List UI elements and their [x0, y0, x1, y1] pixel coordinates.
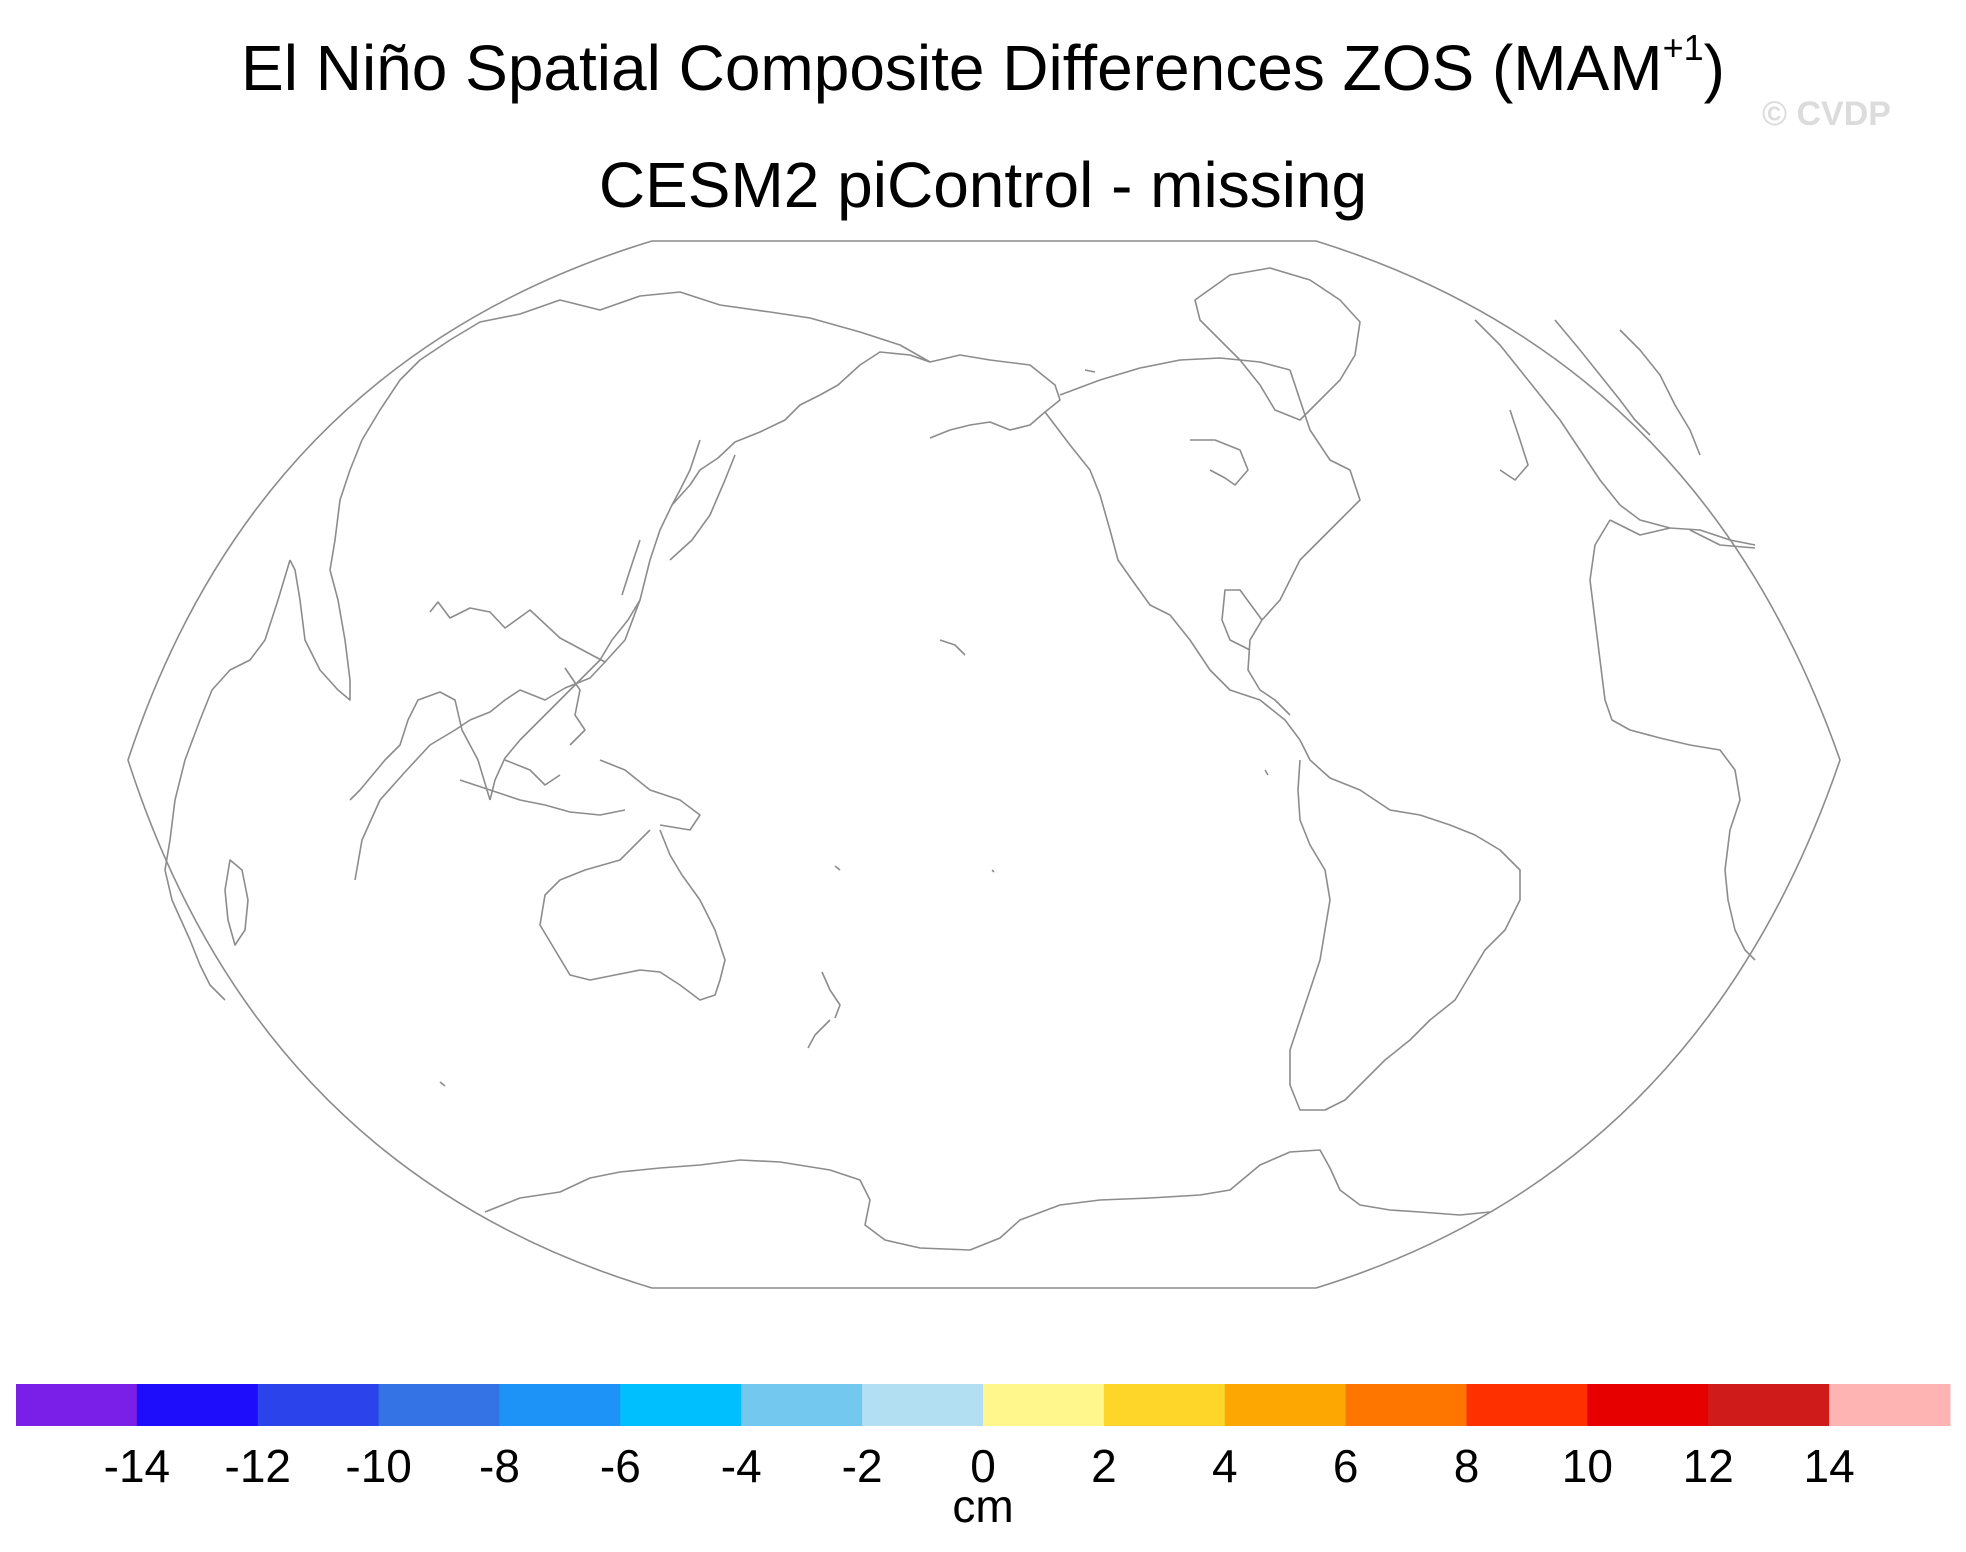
- colorbar-cell: [16, 1384, 138, 1426]
- coast-east-asia: [489, 599, 641, 801]
- coast-britain: [1499, 409, 1529, 481]
- colorbar-cell: [1345, 1384, 1468, 1426]
- colorbar-cell: [1103, 1384, 1226, 1426]
- chart-subtitle: CESM2 piControl - missing: [598, 149, 1368, 221]
- colorbar-tick-label: -14: [103, 1440, 171, 1492]
- coast-india: [289, 439, 363, 701]
- coast-siberia: [361, 291, 931, 441]
- coast-north-america-east: [1247, 369, 1361, 716]
- coast-scandinavia: [1554, 319, 1701, 456]
- coast-australia: [539, 829, 726, 1001]
- coast-philippines: [564, 667, 586, 746]
- coast-madagascar: [224, 859, 249, 946]
- coast-small-islands: [439, 369, 1269, 1087]
- coast-greenland: [1194, 267, 1361, 421]
- coast-japan: [669, 439, 736, 561]
- colorbar-cell: [1829, 1384, 1951, 1426]
- coast-mediterranean: [1609, 519, 1756, 549]
- colorbar-cell: [136, 1384, 259, 1426]
- colorbar-tick-label: 12: [1682, 1440, 1734, 1492]
- title-main: El Niño Spatial Composite Differences ZO…: [241, 32, 1663, 104]
- title-close: ): [1703, 32, 1725, 104]
- colorbar-cell: [983, 1384, 1105, 1426]
- coast-antarctica: [484, 1149, 1491, 1251]
- coast-south-america: [1289, 739, 1521, 1111]
- colorbar-tick-label: -4: [720, 1440, 762, 1492]
- colorbar-tick-label: 2: [1091, 1440, 1117, 1492]
- coast-indochina: [349, 691, 491, 801]
- world-map: [127, 240, 1841, 1289]
- colorbar-cell: [1708, 1384, 1830, 1426]
- map-frame: [127, 240, 1841, 1289]
- coast-north-america-west: [1044, 411, 1301, 741]
- coast-korea: [621, 539, 641, 596]
- colorbar-cell: [499, 1384, 621, 1426]
- colorbar-tick-label: -2: [841, 1440, 883, 1492]
- colorbar-tick-label: -8: [479, 1440, 520, 1492]
- colorbar-tick-label: 6: [1332, 1440, 1359, 1492]
- colorbar-tick-label: 10: [1561, 1440, 1613, 1492]
- coast-arabia-africa-east: [164, 559, 291, 1001]
- colorbar-cell: [862, 1384, 984, 1426]
- colorbar-cell: [620, 1384, 742, 1426]
- colorbar-units-label: cm: [952, 1480, 1014, 1532]
- coast-south-asia: [354, 661, 606, 881]
- coast-hudson-bay: [1190, 439, 1249, 486]
- coast-new-zealand: [807, 971, 841, 1049]
- colorbar-cell: [378, 1384, 501, 1426]
- colorbar-cell: [741, 1384, 863, 1426]
- colorbar-cell: [1466, 1384, 1588, 1426]
- colorbar-cell: [1587, 1384, 1709, 1426]
- colorbar-cell: [1224, 1384, 1347, 1426]
- coast-europe: [1474, 319, 1756, 546]
- colorbar-tick-label: 4: [1211, 1440, 1238, 1492]
- colorbar-cell: [257, 1384, 380, 1426]
- title-superscript: +1: [1662, 27, 1704, 68]
- chart-title: El Niño Spatial Composite Differences ZO…: [0, 28, 1966, 108]
- watermark: © CVDP: [1762, 95, 1891, 133]
- colorbar-tick-label: -12: [224, 1440, 291, 1492]
- coast-canada-arctic: [1059, 357, 1291, 396]
- colorbar-tick-label: 0: [970, 1440, 996, 1492]
- coast-gulf-mexico: [1221, 589, 1263, 651]
- colorbar-tick-label: 14: [1803, 1440, 1855, 1492]
- colorbar-tick-label: -10: [345, 1440, 412, 1492]
- coast-indonesia: [459, 759, 701, 831]
- colorbar-tick-label: -6: [599, 1440, 641, 1492]
- coast-africa-west: [1589, 519, 1756, 961]
- colorbar-tick-label: 8: [1453, 1440, 1480, 1492]
